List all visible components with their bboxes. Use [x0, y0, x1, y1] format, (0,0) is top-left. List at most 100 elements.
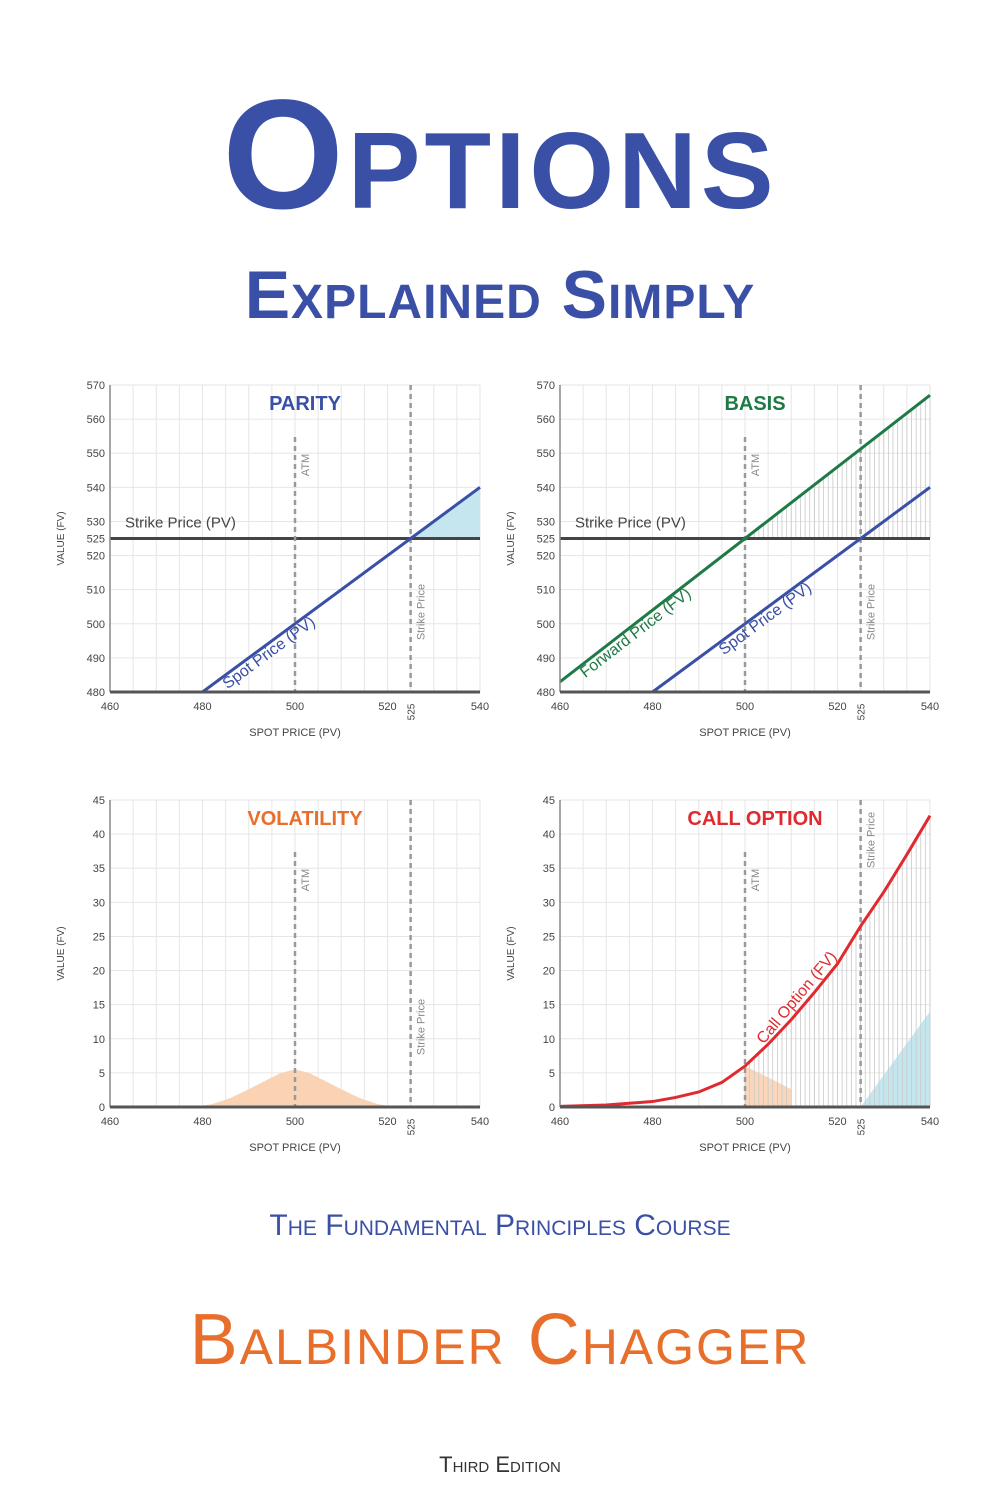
- y-tick-label: 490: [87, 653, 105, 665]
- y-tick-label: 520: [537, 551, 555, 563]
- atm-label: ATM: [300, 454, 312, 476]
- y-tick-label: 40: [543, 829, 555, 841]
- x-axis-label: SPOT PRICE (PV): [699, 727, 790, 739]
- y-tick-label: 550: [537, 448, 555, 460]
- y-tick-label: 0: [99, 1102, 105, 1114]
- atm-label: ATM: [300, 869, 312, 891]
- y-tick-label: 25: [543, 931, 555, 943]
- y-tick-label: 540: [87, 482, 105, 494]
- y-tick-label: 540: [537, 482, 555, 494]
- atm-label: ATM: [750, 454, 762, 476]
- y-tick-label: 10: [543, 1034, 555, 1046]
- y-tick-label: 500: [537, 619, 555, 631]
- x-tick-label: 525: [407, 703, 418, 720]
- x-tick-label: 540: [471, 701, 489, 713]
- chart-title: PARITY: [269, 393, 342, 415]
- y-tick-label: 560: [537, 414, 555, 426]
- series-label-call-option-fv: Call Option (FV): [754, 948, 841, 1047]
- y-tick-label: 560: [87, 414, 105, 426]
- series-label-spot-price-pv: Spot Price (PV): [716, 580, 815, 659]
- strike-price-label: Strike Price: [416, 999, 428, 1055]
- x-tick-label: 500: [286, 1116, 304, 1128]
- x-tick-label: 480: [643, 701, 661, 713]
- x-tick-label: 525: [857, 703, 868, 720]
- y-tick-label: 570: [537, 380, 555, 392]
- y-tick-label: 20: [543, 966, 555, 978]
- y-tick-label: 35: [543, 863, 555, 875]
- strike-price-label: Strike Price (PV): [125, 515, 236, 532]
- x-tick-label: 500: [736, 1116, 754, 1128]
- y-tick-label: 35: [93, 863, 105, 875]
- chart-title: BASIS: [724, 393, 785, 415]
- y-tick-label: 40: [93, 829, 105, 841]
- y-tick-label: 30: [93, 897, 105, 909]
- y-tick-label: 490: [537, 653, 555, 665]
- y-tick-label: 45: [543, 795, 555, 807]
- y-tick-label: 510: [537, 585, 555, 597]
- y-axis-label: VALUE (FV): [506, 926, 517, 980]
- x-tick-label: 520: [378, 1116, 396, 1128]
- strike-price-label: Strike Price: [866, 584, 878, 640]
- x-tick-label: 540: [921, 701, 939, 713]
- strike-price-label: Strike Price: [866, 812, 878, 868]
- y-tick-label: 15: [543, 1000, 555, 1012]
- series-line-spot-price-pv: [201, 486, 481, 694]
- y-tick-label: 570: [87, 380, 105, 392]
- x-tick-label: 460: [101, 1116, 119, 1128]
- y-tick-label: 525: [537, 534, 555, 546]
- x-tick-label: 500: [286, 701, 304, 713]
- y-axis-label: VALUE (FV): [506, 511, 517, 565]
- y-tick-label: 550: [87, 448, 105, 460]
- y-axis-label: VALUE (FV): [56, 511, 67, 565]
- strike-price-label: Strike Price (PV): [575, 515, 686, 532]
- x-axis-label: SPOT PRICE (PV): [249, 1142, 340, 1154]
- x-tick-label: 520: [828, 1116, 846, 1128]
- book-subtitle: Explained Simply: [244, 257, 756, 333]
- series-line-call-option-fv: [559, 814, 932, 1108]
- x-tick-label: 480: [643, 1116, 661, 1128]
- series-line-spot-price-pv: [651, 486, 931, 694]
- y-tick-label: 500: [87, 619, 105, 631]
- x-tick-label: 480: [193, 701, 211, 713]
- atm-label: ATM: [750, 869, 762, 891]
- x-axis-label: SPOT PRICE (PV): [699, 1142, 790, 1154]
- y-tick-label: 510: [87, 585, 105, 597]
- parity-chart: Strike Price (PV) 460 480 500 520 525 540 480 49…: [56, 380, 489, 739]
- chart-title: CALL OPTION: [687, 808, 822, 830]
- series-label-forward-price-fv: Forward Price (FV): [577, 585, 694, 681]
- x-tick-label: 540: [921, 1116, 939, 1128]
- y-tick-label: 530: [87, 516, 105, 528]
- strike-price-label: Strike Price: [416, 584, 428, 640]
- series-label-spot-price-pv: Spot Price (PV): [220, 614, 319, 693]
- x-tick-label: 520: [378, 701, 396, 713]
- y-tick-label: 25: [93, 931, 105, 943]
- x-tick-label: 460: [101, 701, 119, 713]
- y-tick-label: 5: [549, 1068, 555, 1080]
- y-tick-label: 525: [87, 534, 105, 546]
- x-tick-label: 520: [828, 701, 846, 713]
- edition-label: Third Edition: [439, 1452, 561, 1477]
- x-tick-label: 500: [736, 701, 754, 713]
- shaded-region: [860, 1011, 930, 1107]
- y-tick-label: 530: [537, 516, 555, 528]
- course-tagline: The Fundamental Principles Course: [269, 1209, 731, 1242]
- series-line-forward-price-fv: [559, 394, 931, 683]
- x-tick-label: 525: [857, 1118, 868, 1135]
- y-tick-label: 5: [99, 1068, 105, 1080]
- call-option-chart: 460 480 500 520 525 540 0 5 10 15 20 25 30 35 40 45 SPOT…: [506, 795, 939, 1154]
- y-tick-label: 0: [549, 1102, 555, 1114]
- y-tick-label: 20: [93, 966, 105, 978]
- x-tick-label: 460: [551, 701, 569, 713]
- y-tick-label: 45: [93, 795, 105, 807]
- y-tick-label: 30: [543, 897, 555, 909]
- x-axis-label: SPOT PRICE (PV): [249, 727, 340, 739]
- basis-chart: Strike Price (PV) 460 480 500 520 525 540 480 49…: [506, 380, 939, 739]
- y-axis-label: VALUE (FV): [56, 926, 67, 980]
- x-tick-label: 480: [193, 1116, 211, 1128]
- y-tick-label: 15: [93, 1000, 105, 1012]
- x-tick-label: 460: [551, 1116, 569, 1128]
- book-title: Options: [222, 68, 778, 242]
- author-name: Balbinder Chagger: [189, 1300, 811, 1380]
- y-tick-label: 480: [537, 687, 555, 699]
